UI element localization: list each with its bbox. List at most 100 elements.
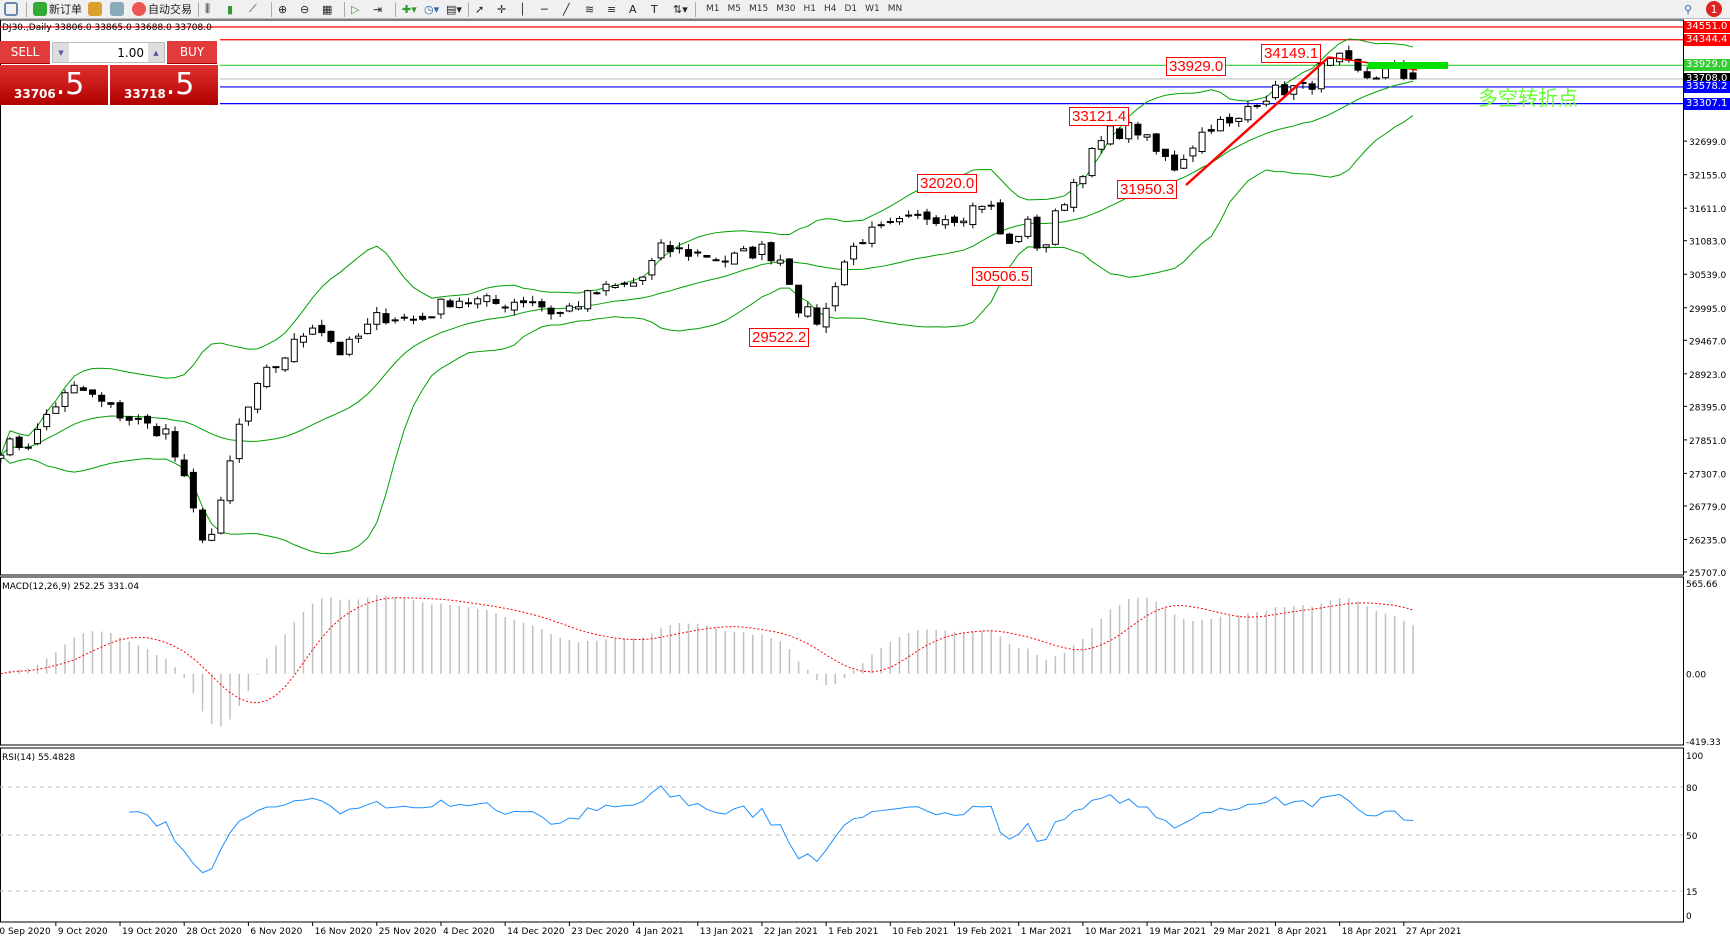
candle-body [409,318,417,321]
horizontal-line-button[interactable]: ─ [541,2,548,16]
zoom-out-button[interactable]: ⊖ [300,2,310,16]
crosshair-button[interactable]: ✛ [497,2,507,16]
candle [153,423,161,437]
candle [1308,80,1316,95]
label-button[interactable]: T [651,2,658,16]
decrease-lot-icon[interactable]: ▼ [53,43,69,62]
zoom-in-button[interactable]: ⊕ [278,2,288,16]
price-annotation[interactable]: 29522.2 [749,328,810,347]
timeframe-d1[interactable]: D1 [844,4,858,14]
price-annotation[interactable]: 33929.0 [1166,57,1227,76]
candle-body [153,426,161,437]
date-label: 4 Dec 2020 [443,927,495,937]
new-order-button[interactable]: 新订单 [33,1,82,17]
candle [107,402,115,408]
candle-body [1336,52,1344,63]
sell-price[interactable]: 33706.5 [0,65,108,105]
price-annotation[interactable]: 34149.1 [1261,44,1322,63]
vertical-line-button[interactable]: │ [519,2,526,16]
search-icon[interactable]: ⚲ [1684,2,1693,16]
lot-size-input[interactable]: 1.00 [117,45,144,60]
candle-body [886,221,894,224]
increase-lot-icon[interactable]: ▲ [148,43,164,62]
candle-body [941,219,949,226]
candle [694,249,702,257]
candle [34,423,41,446]
candle-body [1061,204,1069,211]
candle [1281,81,1289,97]
timeframe-m30[interactable]: M30 [776,4,796,14]
candle [400,313,408,321]
macd-axis-label: -419.33 [1686,738,1721,748]
candle [657,239,665,261]
candle [208,528,216,542]
fibonacci-button[interactable]: ≡ [607,2,617,16]
timeframe-m5[interactable]: M5 [727,4,742,14]
price-annotation[interactable]: 32020.0 [917,174,978,193]
candle [831,282,839,312]
templates-button[interactable]: ▤▾ [446,2,462,16]
candle-body [1381,68,1389,79]
timeframe-w1[interactable]: W1 [865,4,880,14]
candle-body [960,220,968,224]
arrows-button[interactable]: ⇅▾ [673,2,688,16]
candle [1189,145,1197,163]
pivot-point-text[interactable]: 多空转折点 [1478,86,1578,110]
line-chart-button[interactable]: ⟋ [249,2,257,15]
price-annotation[interactable]: 30506.5 [972,267,1033,286]
sell-button[interactable]: SELL [0,41,50,64]
timeframe-mn[interactable]: MN [887,4,903,14]
bollinger-lower [0,114,1414,555]
candle [144,414,152,429]
candle [556,311,564,317]
timeframe-m1[interactable]: M1 [706,4,720,14]
candle-body [501,306,509,309]
rsi-axis-label: 15 [1686,888,1697,898]
candle [776,254,784,266]
candle [740,245,748,252]
signals-button[interactable] [110,1,126,17]
candle-body [483,295,491,303]
timeframe-h4[interactable]: H4 [823,4,837,14]
candle-chart-button[interactable]: ▮ [227,2,234,16]
chart-area[interactable]: 32699.0 32155.0 31611.0 31083.0 30539.0 29995… [0,19,1730,940]
candle-body [464,302,472,305]
lot-size-stepper[interactable]: ▼ 1.00 ▲ [52,42,165,63]
chart-shift-button[interactable]: ⇥ [373,2,383,16]
buy-button[interactable]: BUY [167,41,217,64]
search-tool-button[interactable] [4,1,20,17]
date-label: 18 Apr 2021 [1342,927,1398,937]
cursor-button[interactable]: ➚ [475,2,485,16]
candle [951,215,958,227]
price-annotation[interactable]: 31950.3 [1117,180,1178,199]
bar-chart-button[interactable]: ⫼ [205,2,211,15]
market-watch-button[interactable] [88,1,104,17]
trendline-button[interactable]: ╱ [563,2,570,16]
candle [1106,125,1114,146]
auto-trading-button[interactable]: 自动交易 [132,1,192,17]
candle [978,205,986,214]
date-label: 19 Mar 2021 [1149,927,1206,937]
candle [272,366,280,373]
periods-button[interactable]: ◷▾ [424,2,440,16]
text-button[interactable]: A [629,2,637,16]
candle-body [1216,118,1224,132]
candle [364,318,372,335]
candle [1097,136,1105,154]
channel-button[interactable]: ≋ [585,2,595,16]
candle-body [134,417,142,420]
notifications-icon[interactable]: 1 [1706,1,1722,17]
candle-body [98,394,106,402]
price-annotation[interactable]: 33121.4 [1069,107,1130,126]
candle [639,276,647,285]
indicators-button[interactable]: ✚▾ [402,2,417,16]
auto-scroll-button[interactable]: ▷ [351,2,360,16]
candle [685,244,693,261]
tile-windows-button[interactable]: ▦ [322,2,333,16]
candle-body [373,312,381,325]
date-label: 29 Mar 2021 [1213,927,1270,937]
buy-price[interactable]: 33718.5 [110,65,218,105]
candle [336,341,344,356]
timeframe-h1[interactable]: H1 [803,4,816,14]
timeframe-m15[interactable]: M15 [749,4,769,14]
